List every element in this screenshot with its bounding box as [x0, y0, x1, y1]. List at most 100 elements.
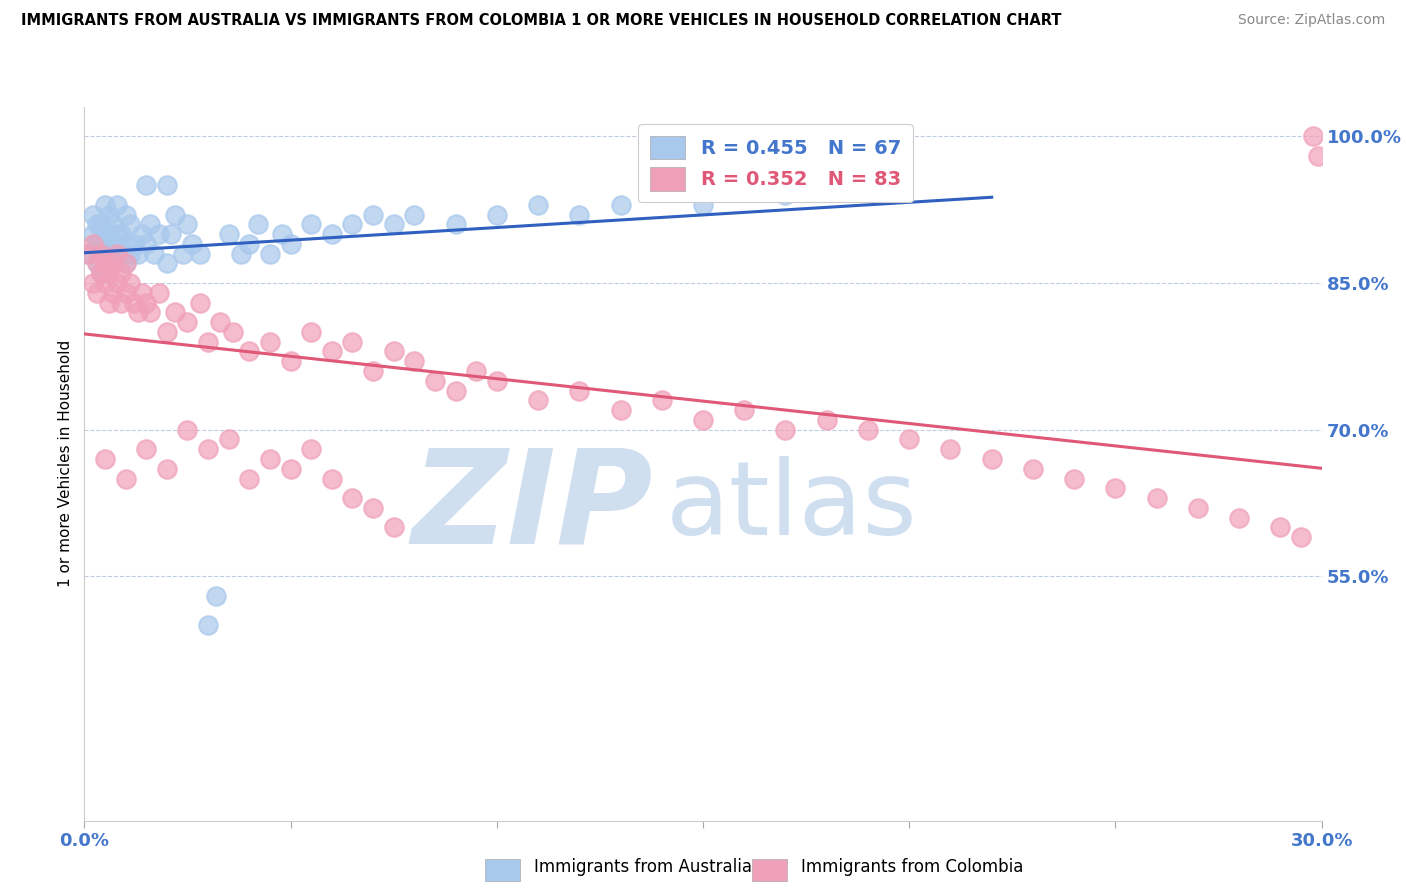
Point — [238, 344, 260, 359]
Point — [94, 276, 117, 290]
Point — [176, 315, 198, 329]
Point — [280, 354, 302, 368]
Point — [465, 364, 488, 378]
Point — [259, 334, 281, 349]
Point — [143, 246, 166, 260]
Point — [1146, 491, 1168, 505]
Point — [246, 218, 269, 232]
Point — [86, 256, 108, 270]
Point — [135, 236, 157, 251]
Point — [176, 218, 198, 232]
Point — [114, 256, 136, 270]
Point — [1306, 149, 1329, 163]
Point — [404, 354, 426, 368]
Text: Source: ZipAtlas.com: Source: ZipAtlas.com — [1237, 13, 1385, 28]
Point — [1270, 520, 1292, 534]
Point — [118, 218, 141, 232]
Point — [156, 256, 179, 270]
Point — [148, 227, 170, 241]
Point — [122, 295, 145, 310]
Text: ZIP: ZIP — [412, 443, 654, 570]
Point — [692, 413, 714, 427]
Point — [775, 423, 797, 437]
Point — [172, 246, 194, 260]
Point — [77, 246, 100, 260]
Point — [103, 256, 125, 270]
Point — [299, 218, 322, 232]
Point — [118, 276, 141, 290]
Point — [485, 374, 508, 388]
Point — [321, 344, 343, 359]
Point — [1289, 530, 1312, 544]
Point — [222, 325, 245, 339]
Point — [271, 227, 294, 241]
Point — [342, 334, 364, 349]
Point — [775, 188, 797, 202]
Point — [568, 384, 591, 398]
Point — [280, 236, 302, 251]
Point — [131, 285, 153, 300]
Point — [82, 227, 104, 241]
Point — [205, 589, 228, 603]
Point — [1063, 471, 1085, 485]
Point — [485, 208, 508, 222]
Point — [98, 227, 121, 241]
Point — [527, 393, 550, 408]
Point — [176, 423, 198, 437]
Point — [209, 315, 232, 329]
Point — [188, 246, 211, 260]
Point — [94, 256, 117, 270]
Point — [229, 246, 252, 260]
Point — [103, 236, 125, 251]
Point — [156, 178, 179, 193]
Text: IMMIGRANTS FROM AUSTRALIA VS IMMIGRANTS FROM COLOMBIA 1 OR MORE VEHICLES IN HOUS: IMMIGRANTS FROM AUSTRALIA VS IMMIGRANTS … — [21, 13, 1062, 29]
Point — [609, 198, 631, 212]
Point — [180, 236, 202, 251]
Point — [1302, 129, 1324, 144]
Point — [103, 285, 125, 300]
Point — [197, 442, 219, 457]
Point — [127, 305, 149, 319]
Point — [114, 285, 136, 300]
Point — [148, 285, 170, 300]
Point — [90, 266, 112, 280]
Point — [98, 295, 121, 310]
Point — [82, 236, 104, 251]
Point — [90, 218, 112, 232]
Point — [82, 208, 104, 222]
Point — [103, 218, 125, 232]
Point — [122, 236, 145, 251]
Point — [939, 442, 962, 457]
Text: Immigrants from Australia: Immigrants from Australia — [534, 858, 752, 876]
Point — [86, 285, 108, 300]
Point — [342, 218, 364, 232]
Point — [382, 520, 405, 534]
Point — [321, 227, 343, 241]
Point — [160, 227, 183, 241]
Point — [105, 198, 128, 212]
Point — [114, 236, 136, 251]
Point — [197, 334, 219, 349]
Point — [259, 246, 281, 260]
Point — [135, 295, 157, 310]
Point — [156, 461, 179, 475]
Text: atlas: atlas — [666, 456, 918, 558]
Point — [165, 208, 187, 222]
Point — [197, 618, 219, 632]
Point — [139, 218, 162, 232]
Point — [86, 256, 108, 270]
Point — [444, 218, 467, 232]
Point — [1187, 500, 1209, 515]
Point — [1022, 461, 1045, 475]
Y-axis label: 1 or more Vehicles in Household: 1 or more Vehicles in Household — [58, 340, 73, 588]
Point — [94, 236, 117, 251]
Point — [82, 276, 104, 290]
Point — [651, 393, 673, 408]
Point — [423, 374, 446, 388]
Point — [238, 236, 260, 251]
Point — [444, 384, 467, 398]
Point — [609, 403, 631, 417]
Point — [77, 246, 100, 260]
Point — [139, 305, 162, 319]
Point — [733, 403, 755, 417]
